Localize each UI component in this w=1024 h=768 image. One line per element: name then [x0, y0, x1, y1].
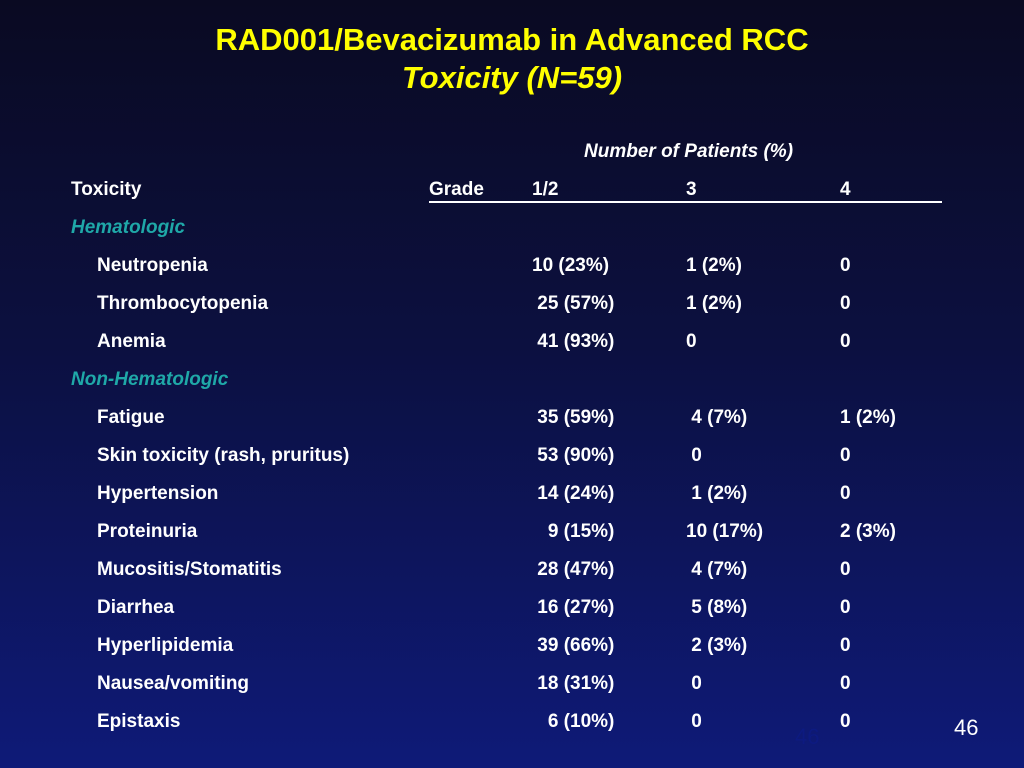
- row-grade-3: 10 (17%): [686, 521, 764, 542]
- row-grade-4: 0: [840, 711, 851, 732]
- row-grade-4: 0: [840, 635, 851, 656]
- row-grade-4: 0: [840, 559, 851, 580]
- row-grade-1-2: 41 (93%): [532, 331, 615, 352]
- row-name: Thrombocytopenia: [97, 293, 269, 314]
- row-grade-1-2: 9 (15%): [532, 521, 615, 542]
- row-name: Proteinuria: [97, 521, 198, 542]
- header-divider: [429, 201, 942, 203]
- page-number: 46: [954, 715, 979, 740]
- row-name: Nausea/vomiting: [97, 673, 250, 694]
- row-grade-1-2: 35 (59%): [532, 407, 615, 428]
- row-grade-3: 0: [686, 711, 702, 732]
- page-number-faint: 46: [795, 724, 820, 749]
- row-grade-1-2: 39 (66%): [532, 635, 615, 656]
- slide-subtitle: Toxicity (N=59): [401, 60, 623, 95]
- row-name: Diarrhea: [97, 597, 175, 618]
- row-grade-3: 1 (2%): [686, 255, 742, 276]
- row-grade-1-2: 6 (10%): [532, 711, 615, 732]
- row-grade-3: 0: [686, 673, 702, 694]
- row-grade-1-2: 10 (23%): [532, 255, 610, 276]
- row-grade-3: 0: [686, 331, 697, 352]
- category-hematologic: Hematologic: [71, 217, 186, 238]
- row-grade-1-2: 53 (90%): [532, 445, 615, 466]
- row-name: Epistaxis: [97, 711, 181, 732]
- row-name: Hypertension: [97, 483, 219, 504]
- row-name: Mucositis/Stomatitis: [97, 559, 282, 580]
- row-name: Anemia: [97, 331, 166, 352]
- slide-title: RAD001/Bevacizumab in Advanced RCC: [215, 22, 809, 57]
- row-grade-4: 0: [840, 597, 851, 618]
- row-grade-4: 1 (2%): [840, 407, 896, 428]
- row-grade-3: 5 (8%): [686, 597, 748, 618]
- row-grade-1-2: 25 (57%): [532, 293, 615, 314]
- row-grade-3: 2 (3%): [686, 635, 748, 656]
- row-grade-1-2: 18 (31%): [532, 673, 615, 694]
- category-non-hematologic: Non-Hematologic: [71, 369, 229, 390]
- header-grade-4: 4: [840, 179, 851, 200]
- row-name: Skin toxicity (rash, pruritus): [97, 445, 350, 466]
- row-grade-1-2: 28 (47%): [532, 559, 615, 580]
- row-grade-3: 4 (7%): [686, 559, 748, 580]
- row-grade-3: 1 (2%): [686, 483, 748, 504]
- table-group-header: Number of Patients (%): [584, 141, 794, 162]
- header-grade: Grade: [429, 179, 484, 200]
- row-grade-3: 0: [686, 445, 702, 466]
- header-grade-1-2: 1/2: [532, 179, 559, 200]
- row-grade-4: 2 (3%): [840, 521, 896, 542]
- row-grade-1-2: 16 (27%): [532, 597, 615, 618]
- row-grade-4: 0: [840, 445, 851, 466]
- row-grade-4: 0: [840, 673, 851, 694]
- header-grade-3: 3: [686, 179, 697, 200]
- row-name: Fatigue: [97, 407, 165, 428]
- row-grade-4: 0: [840, 255, 851, 276]
- row-grade-3: 1 (2%): [686, 293, 742, 314]
- row-name: Hyperlipidemia: [97, 635, 234, 656]
- row-grade-4: 0: [840, 331, 851, 352]
- row-name: Neutropenia: [97, 255, 208, 276]
- row-grade-3: 4 (7%): [686, 407, 748, 428]
- row-grade-4: 0: [840, 483, 851, 504]
- row-grade-4: 0: [840, 293, 851, 314]
- header-toxicity: Toxicity: [71, 179, 142, 200]
- row-grade-1-2: 14 (24%): [532, 483, 615, 504]
